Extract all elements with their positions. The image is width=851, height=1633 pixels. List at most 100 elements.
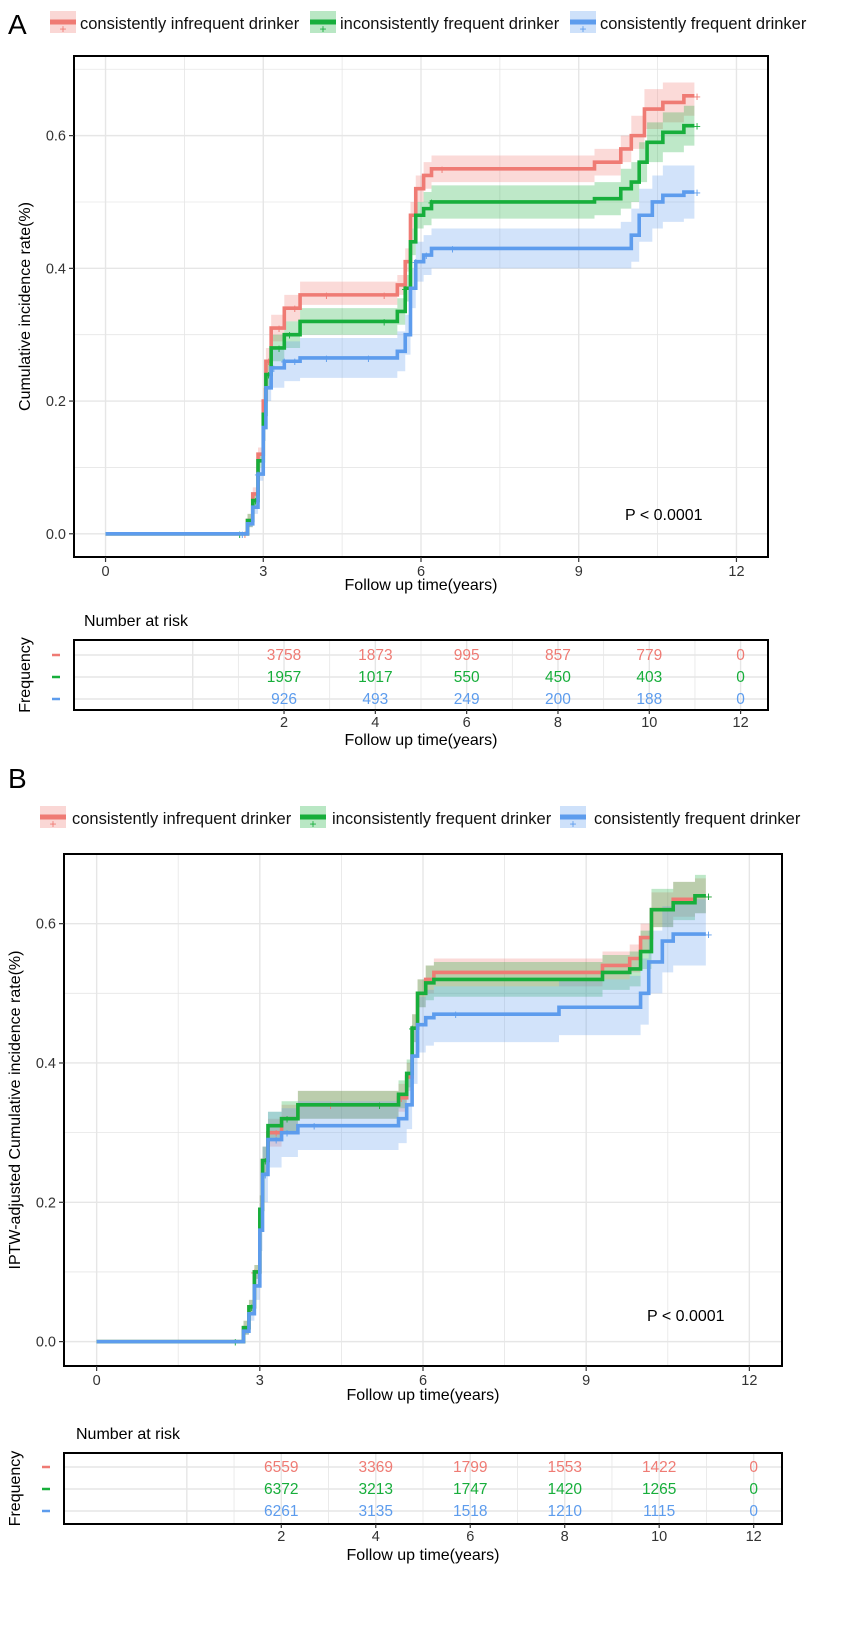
confidence-band [96, 878, 706, 1342]
x-tick-label: 6 [419, 1373, 427, 1389]
y-tick-label: 0.0 [46, 527, 66, 543]
censor-mark: + [275, 341, 283, 356]
legend-item: + consistently infrequent drinker [50, 11, 300, 36]
censor-mark: + [401, 281, 409, 296]
censor-mark: + [265, 368, 273, 383]
censor-mark: + [380, 314, 388, 329]
censor-mark: + [693, 119, 701, 134]
censor-mark: + [323, 351, 331, 366]
y-tick-label: 0.0 [36, 1335, 56, 1351]
censor-mark: + [261, 1167, 269, 1182]
risk-table-border [73, 639, 769, 711]
x-tick-label: 9 [575, 564, 583, 580]
risk-y-axis-label: Frequency [7, 1451, 24, 1527]
confidence-band [105, 105, 695, 534]
series-line [96, 932, 706, 1344]
x-tick-label: 12 [741, 1373, 757, 1389]
legend-label: inconsistently frequent drinker [340, 15, 560, 33]
y-axis-label: Cumulative incidence rate(%) [17, 202, 34, 411]
legend-item: + inconsistently frequent drinker [310, 11, 560, 36]
censor-mark: + [705, 927, 713, 942]
legend-label: inconsistently frequent drinker [332, 810, 552, 828]
censor-mark: + [452, 1007, 460, 1022]
censor-mark: + [261, 1154, 269, 1169]
legend-key-censor: + [59, 22, 66, 36]
censor-mark: + [291, 301, 299, 316]
x-tick-label: 0 [102, 564, 110, 580]
censor-mark: + [693, 185, 701, 200]
risk-x-tick-label: 2 [280, 715, 288, 731]
risk-cell: 1799 [453, 1459, 487, 1476]
risk-cell: 6559 [264, 1459, 298, 1476]
censor-mark: + [705, 889, 713, 904]
risk-cell: 200 [545, 691, 571, 708]
risk-x-tick-label: 8 [561, 1529, 569, 1545]
y-tick-label: 0.4 [46, 261, 66, 277]
censor-mark: + [291, 354, 299, 369]
censor-mark: + [286, 328, 294, 343]
risk-cell: 0 [749, 1481, 758, 1498]
censor-mark: + [281, 354, 289, 369]
legend-key-censor: + [49, 817, 56, 831]
p-value-annotation: P < 0.0001 [625, 507, 703, 524]
censor-mark: + [693, 89, 701, 104]
risk-x-tick-label: 6 [463, 715, 471, 731]
risk-cell: 0 [736, 691, 745, 708]
censor-mark: + [408, 1021, 416, 1036]
risk-cell: 1420 [547, 1481, 582, 1498]
risk-x-tick-label: 12 [746, 1529, 762, 1545]
legend-item: + consistently frequent drinker [560, 806, 801, 831]
risk-cell: 0 [749, 1503, 758, 1520]
risk-cell: 995 [454, 647, 480, 664]
risk-cell: 779 [636, 647, 662, 664]
censor-mark: + [254, 467, 262, 482]
panel-b: B + consistently infrequent drinker + incons… [7, 763, 801, 1564]
censor-mark: + [705, 889, 713, 904]
x-axis-label: Follow up time(years) [345, 577, 498, 594]
risk-x-tick-label: 2 [277, 1529, 285, 1545]
x-tick-label: 6 [417, 564, 425, 580]
censor-mark: + [376, 1098, 384, 1113]
legend-label: consistently frequent drinker [600, 15, 807, 33]
risk-table-title: Number at risk [76, 1426, 181, 1443]
x-axis-label: Follow up time(years) [347, 1387, 500, 1404]
y-tick-label: 0.6 [46, 129, 66, 145]
risk-cell: 1873 [358, 647, 392, 664]
risk-cell: 1265 [642, 1481, 676, 1498]
censor-mark: + [275, 321, 283, 336]
risk-cell: 450 [545, 669, 571, 686]
panel-label: A [8, 9, 27, 40]
legend-label: consistently infrequent drinker [72, 810, 292, 828]
risk-table: Number at risk 6559 3369 1799 1553 1422 0 6372 3… [7, 1426, 783, 1564]
risk-cell: 3135 [359, 1503, 393, 1520]
risk-cell: 0 [736, 669, 745, 686]
censor-mark: + [283, 1126, 291, 1141]
x-tick-label: 12 [728, 564, 744, 580]
risk-cell: 188 [636, 691, 662, 708]
risk-cell: 3369 [359, 1459, 393, 1476]
risk-cell: 0 [749, 1459, 758, 1476]
series-line [105, 190, 695, 536]
series-line [96, 893, 706, 1344]
x-tick-label: 9 [582, 1373, 590, 1389]
p-value-annotation: P < 0.0001 [647, 1308, 725, 1325]
censor-mark: + [265, 354, 273, 369]
risk-cell: 403 [636, 669, 662, 686]
censor-mark: + [252, 494, 260, 509]
risk-cell: 0 [736, 647, 745, 664]
legend-key-censor: + [569, 817, 576, 831]
legend-key-censor: + [309, 817, 316, 831]
risk-cell: 926 [271, 691, 297, 708]
censor-mark: + [272, 1133, 280, 1148]
risk-cell: 1210 [547, 1503, 582, 1520]
legend-key-censor: + [579, 22, 586, 36]
censor-mark: + [412, 255, 420, 270]
legend-item: + consistently infrequent drinker [40, 806, 292, 831]
censor-mark: + [272, 1126, 280, 1141]
censor-mark: + [323, 288, 331, 303]
risk-cell: 550 [454, 669, 480, 686]
x-tick-label: 3 [256, 1373, 264, 1389]
x-tick-label: 3 [259, 564, 267, 580]
panel-a: A + consistently infrequent drinker + incons… [8, 9, 807, 749]
